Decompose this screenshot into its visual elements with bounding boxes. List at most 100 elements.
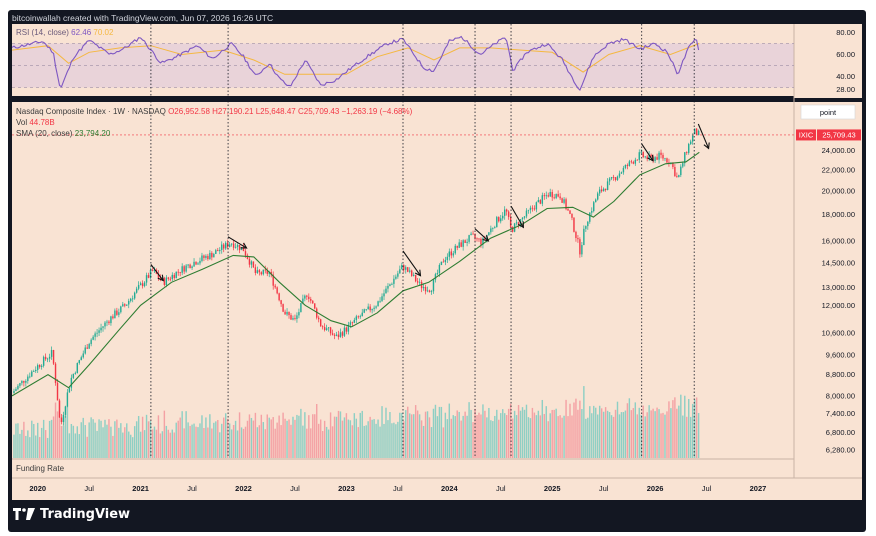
volume-bar [161,431,164,458]
candle-body [54,363,57,383]
volume-bar [515,415,518,458]
volume-bar [476,415,478,458]
candle-body [391,283,393,285]
volume-bar [215,421,217,458]
legend-sma-value: 23,794.20 [75,129,111,138]
candle-body [345,327,348,332]
volume-bar [149,421,152,458]
volume-bar [35,435,37,458]
volume-bar [496,409,498,458]
volume-bar [638,407,640,458]
chart-svg[interactable]: 6,280.00 6,800.00 7,400.00 8,000.00 8,800.00… [12,24,862,504]
volume-bar [339,411,342,458]
volume-bar [232,424,235,458]
candle-body [329,327,332,334]
volume-bar [272,417,274,458]
tradingview-brand[interactable]: TradingView [13,506,130,522]
candle-body [612,176,615,178]
volume-bar [262,422,265,458]
volume-bar [642,405,644,458]
candle-body [246,255,249,260]
candle-body [446,256,449,260]
down-arrow [402,250,422,277]
candle-body [434,274,437,280]
volume-bar [420,420,423,458]
candle-body [654,157,656,162]
volume-bar [488,407,490,458]
volume-bar [21,429,23,458]
candle-body [199,260,201,264]
volume-bar [484,410,486,458]
candle-body [13,390,15,394]
candle-body [373,307,375,309]
volume-bar [519,410,522,458]
candle-body [250,261,253,265]
candle-body [116,310,118,315]
volume-bar [575,398,577,458]
candle-body [153,269,156,271]
volume-bar [274,428,276,458]
volume-bar [654,411,656,458]
volume-bar [553,409,555,458]
volume-bar [153,426,156,458]
candle-body [397,273,399,277]
volume-bar [145,414,148,458]
header-attribution: bitcoinwallah created with TradingView.c… [12,13,274,23]
candle-body [691,134,694,142]
candle-body [573,217,575,232]
candle-body [62,414,65,423]
volume-bar [606,410,609,458]
candle-body [693,128,696,135]
volume-bar [533,412,536,458]
volume-bar [438,406,441,458]
volume-bar [106,424,108,458]
volume-bar [577,409,579,458]
candle-body [96,332,98,334]
candle-body [133,292,136,299]
candle-body [183,266,185,272]
candle-body [442,261,445,263]
volume-bar [48,420,51,458]
volume-bar [545,406,547,458]
volume-bar [108,419,110,458]
candle-body [361,312,363,317]
volume-bar [312,414,314,458]
candle-body [549,192,551,197]
candle-body [15,389,17,391]
volume-bar [128,431,130,458]
candle-body [367,306,369,310]
volume-bar [371,419,373,458]
candle-body [660,152,662,155]
volume-bar [258,425,261,458]
candle-body [531,207,534,209]
candle-body [365,309,367,311]
volume-bar [15,423,17,458]
candle-body [337,334,340,338]
volume-bar [600,408,603,458]
volume-bar [323,420,326,458]
volume-bar [409,413,411,458]
scale-mode-button[interactable]: point [800,104,856,120]
volume-bar [19,433,21,458]
candle-body [507,211,510,217]
down-arrow [697,123,710,150]
candle-body [209,252,211,260]
volume-bar [573,402,575,458]
candle-body [347,324,350,332]
legend-sma: SMA (20, close) 23,794.20 [16,129,111,138]
volume-bar [361,410,363,458]
candle-body [151,270,154,271]
volume-bar [296,414,298,458]
candle-body [38,365,41,367]
volume-bar [72,425,75,458]
candle-body [587,221,589,227]
volume-bar [183,428,185,458]
candle-body [676,176,678,178]
candle-body [323,327,326,331]
candle-body [159,277,162,280]
candle-body [682,163,684,167]
scale-mode-label: point [820,108,837,117]
volume-bar [286,420,288,458]
volume-bar [193,423,195,458]
candle-body [112,316,114,319]
